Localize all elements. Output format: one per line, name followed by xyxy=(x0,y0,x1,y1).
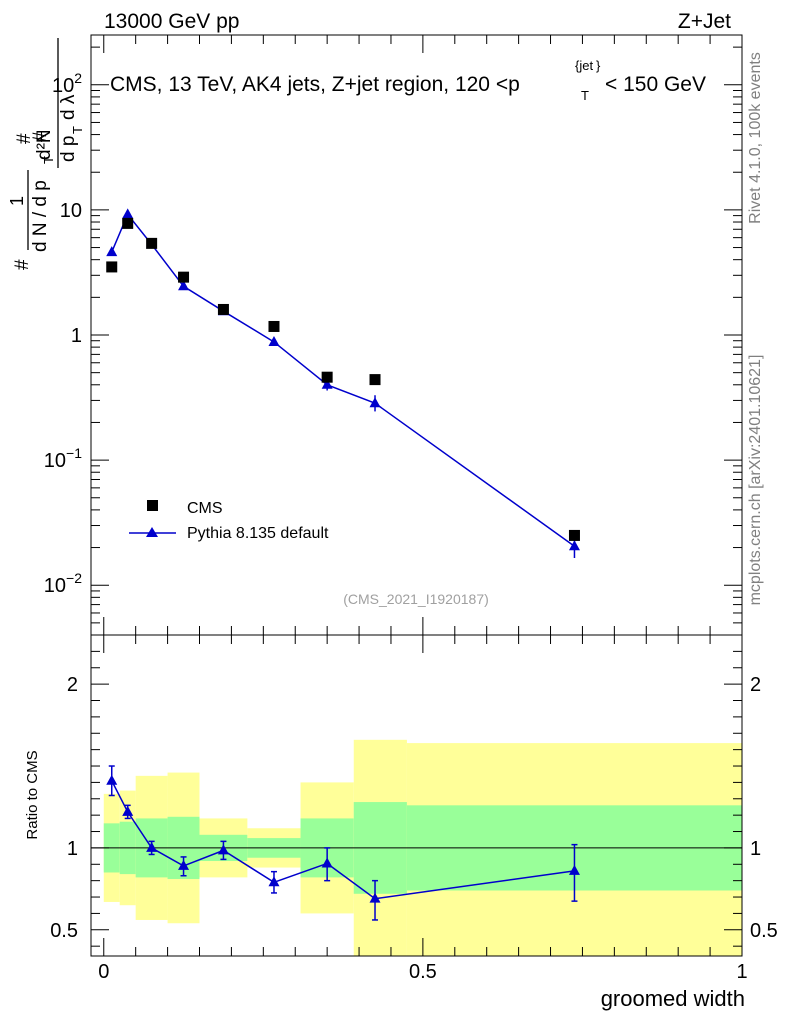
ratio-point xyxy=(217,844,229,855)
legend-data-label: CMS xyxy=(187,500,223,517)
legend-mc-marker xyxy=(146,527,158,537)
ylabel-denominator: d N / d p xyxy=(30,180,51,252)
cms-data-point xyxy=(122,217,134,229)
data-markers xyxy=(106,217,580,541)
ratio-point xyxy=(369,892,381,903)
ratio-y-tick-labels: 0.5 0.5 1 1 2 2 xyxy=(50,674,778,942)
ratio-point xyxy=(146,841,158,852)
ratio-point xyxy=(268,876,280,887)
x-tick-label: 0 xyxy=(98,961,109,983)
cms-data-point xyxy=(369,374,381,386)
ratio-y-tick-label-right: 1 xyxy=(750,838,761,860)
main-y-tick-exponent: −2 xyxy=(66,570,82,586)
ylabel-hash-2: # xyxy=(30,131,51,142)
plot-title: CMS, 13 TeV, AK4 jets, Z+jet region, 120… xyxy=(110,58,706,103)
ylabel-hash-1: # xyxy=(12,259,33,270)
ylabel-hash-3: # xyxy=(14,133,35,144)
x-tick-labels: 0 0.5 1 xyxy=(98,961,747,983)
plot-title-sup: {jet xyxy=(575,58,593,73)
ratio-y-tick-label: 2 xyxy=(67,674,78,696)
x-tick-label: 0.5 xyxy=(409,961,437,983)
main-y-tick-exponent: −1 xyxy=(66,445,82,461)
ratio-markers xyxy=(106,774,580,903)
plot-title-sup-close: } xyxy=(596,58,601,73)
mc-point xyxy=(369,397,381,408)
ylabel-numerator-2-sub: T xyxy=(70,126,85,134)
mc-point xyxy=(268,335,280,346)
ratio-point xyxy=(568,864,580,875)
main-y-axis-label: # 1 d N / d p T # d²N d p T d λ # xyxy=(7,38,85,270)
mcplots-url-label: mcplots.cern.ch [arXiv:2401.10621] xyxy=(747,355,764,606)
ylabel-numerator-2-tail: d λ xyxy=(58,94,79,120)
legend-data-marker xyxy=(147,500,158,511)
ratio-y-tick-label-right: 0.5 xyxy=(750,920,778,942)
mc-point xyxy=(122,208,134,219)
plot-title-tail: < 150 GeV xyxy=(605,73,706,96)
main-y-tick-exponent: 2 xyxy=(74,70,82,86)
cms-data-point xyxy=(146,237,158,249)
analysis-watermark: (CMS_2021_I1920187) xyxy=(343,591,489,607)
ratio-point xyxy=(178,859,190,870)
ratio-y-tick-label: 0.5 xyxy=(50,920,78,942)
mc-series-line xyxy=(111,212,575,547)
ratio-y-tick-label-right: 2 xyxy=(750,674,761,696)
ratio-ticks xyxy=(91,635,743,956)
mc-error-bars xyxy=(110,212,576,559)
main-y-tick-label: 10−2 xyxy=(44,570,82,597)
header-process-label: Z+Jet xyxy=(678,10,731,33)
plot-title-sub: T xyxy=(581,88,589,103)
ratio-point xyxy=(106,774,118,785)
main-frame xyxy=(90,34,743,636)
ylabel-denominator-sub: T xyxy=(41,156,56,164)
rivet-version-label: Rivet 4.1.0, 100k events xyxy=(747,52,764,224)
mc-point xyxy=(178,280,190,291)
cms-data-point xyxy=(321,371,333,383)
mc-point xyxy=(568,540,580,551)
main-panel: 102 10 1 10−1 10−2 (CMS_2021_I1920187) CMS, … xyxy=(44,34,743,636)
cms-data-point xyxy=(178,271,190,283)
ratio-y-axis-label: Ratio to CMS xyxy=(24,750,41,839)
ylabel-numerator-2: d p xyxy=(58,136,79,162)
ratio-point xyxy=(122,805,134,816)
mc-point xyxy=(106,246,118,257)
main-ticks xyxy=(91,35,743,636)
main-y-tick-label: 102 xyxy=(52,70,82,97)
main-y-tick-label: 1 xyxy=(71,325,82,347)
main-y-tick-labels: 102 10 1 10−1 10−2 xyxy=(44,70,82,597)
ratio-panel: 0.5 0.51 12 2 0 0.5 1 Ratio to CMS groomed wi… xyxy=(24,634,778,1011)
cms-data-point xyxy=(217,303,229,315)
ylabel-one: 1 xyxy=(7,196,27,206)
ratio-frame xyxy=(90,634,743,957)
main-y-tick-label: 10−1 xyxy=(44,445,82,472)
main-y-tick-label: 10 xyxy=(60,200,82,222)
ratio-point xyxy=(321,857,333,868)
x-axis-label: groomed width xyxy=(601,986,745,1011)
plot-title-main: CMS, 13 TeV, AK4 jets, Z+jet region, 120… xyxy=(110,73,520,96)
mc-point xyxy=(321,378,333,389)
ratio-y-tick-label: 1 xyxy=(67,838,78,860)
legend: CMS Pythia 8.135 default xyxy=(129,500,329,542)
cms-data-point xyxy=(568,529,580,541)
cms-data-point xyxy=(106,261,118,273)
legend-mc-label: Pythia 8.135 default xyxy=(187,525,329,542)
ylabel-numerator: d²N xyxy=(34,129,55,160)
x-tick-label: 1 xyxy=(736,961,747,983)
header-beam-label: 13000 GeV pp xyxy=(104,10,239,33)
cms-data-point xyxy=(268,320,280,332)
